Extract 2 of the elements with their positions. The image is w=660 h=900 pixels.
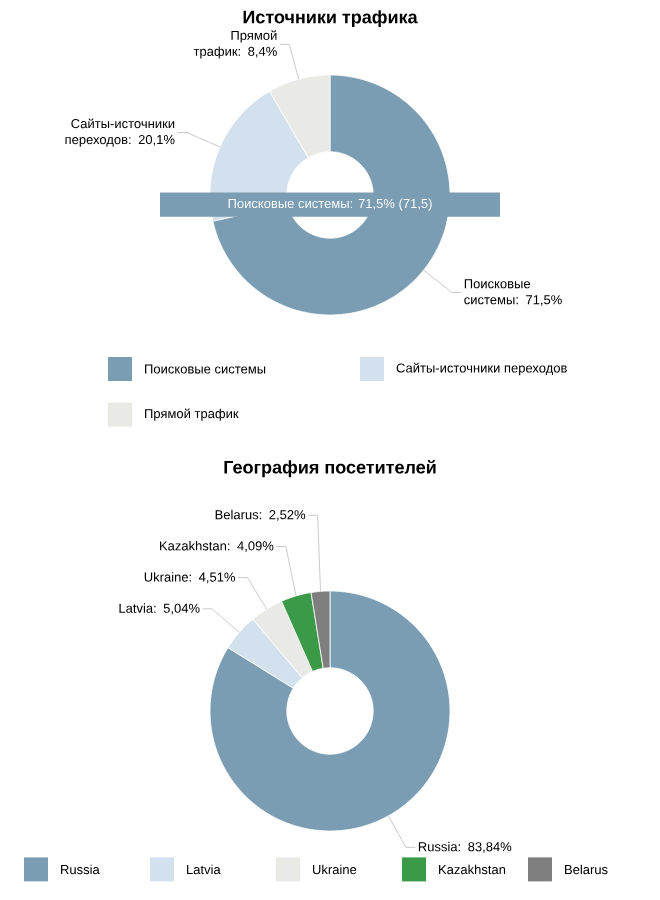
chart-title: Источники трафика	[243, 10, 418, 27]
chart-title: География посетителей	[224, 460, 436, 478]
